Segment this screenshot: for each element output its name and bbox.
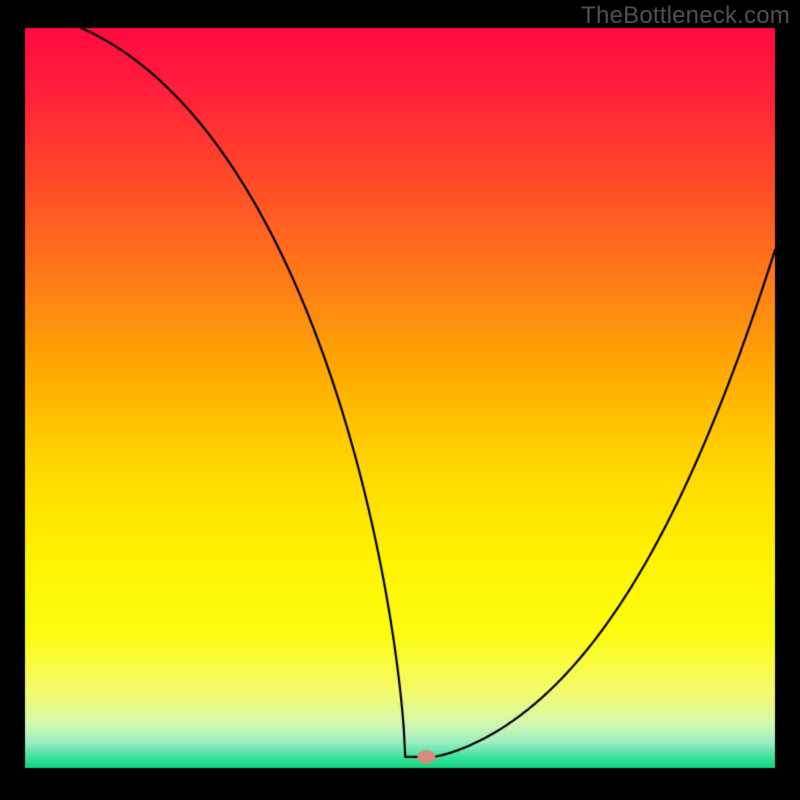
watermark-text: TheBottleneck.com <box>581 2 790 30</box>
bottleneck-chart-canvas <box>0 0 800 800</box>
chart-container: TheBottleneck.com <box>0 0 800 800</box>
